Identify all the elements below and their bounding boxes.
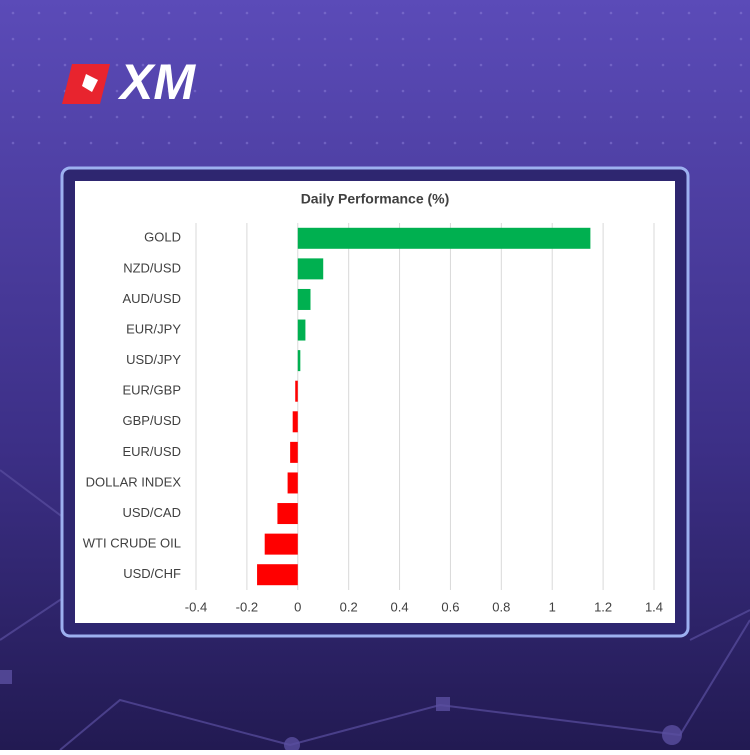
y-tick-label: EUR/JPY xyxy=(126,321,181,336)
y-tick-label: GBP/USD xyxy=(122,413,181,428)
logo-text: XM xyxy=(117,54,196,110)
y-tick-label: GOLD xyxy=(144,230,181,245)
y-tick-label: EUR/USD xyxy=(122,444,181,459)
bar xyxy=(295,380,298,402)
x-tick-label: 0.2 xyxy=(340,599,358,614)
bar xyxy=(290,441,298,463)
dot-pattern xyxy=(0,0,750,160)
x-tick-label: 1.4 xyxy=(645,599,663,614)
x-tick-label: 0 xyxy=(294,599,301,614)
bar xyxy=(287,472,298,494)
bar xyxy=(297,227,591,249)
bar xyxy=(264,533,298,555)
bar xyxy=(257,564,298,586)
y-tick-label: DOLLAR INDEX xyxy=(86,474,182,489)
bar xyxy=(277,503,298,525)
plot-background xyxy=(75,181,675,623)
x-tick-label: 0.6 xyxy=(441,599,459,614)
bar xyxy=(297,258,324,280)
y-tick-label: USD/CAD xyxy=(122,505,181,520)
x-tick-label: 0.8 xyxy=(492,599,510,614)
logo-mark-detail xyxy=(82,74,98,92)
y-tick-label: AUD/USD xyxy=(122,291,181,306)
chart-title: Daily Performance (%) xyxy=(301,191,450,207)
x-tick-label: 1.2 xyxy=(594,599,612,614)
y-tick-label: EUR/GBP xyxy=(122,383,181,398)
x-tick-label: -0.2 xyxy=(236,599,258,614)
x-tick-label: 1 xyxy=(549,599,556,614)
bar xyxy=(297,350,301,372)
y-tick-label: NZD/USD xyxy=(123,260,181,275)
bar xyxy=(292,411,298,433)
bar xyxy=(297,319,306,341)
x-tick-label: -0.4 xyxy=(185,599,207,614)
y-tick-label: USD/JPY xyxy=(126,352,181,367)
y-tick-label: USD/CHF xyxy=(123,566,181,581)
decor-nodes xyxy=(0,670,682,753)
bar xyxy=(297,288,311,310)
y-tick-label: WTI CRUDE OIL xyxy=(83,536,181,551)
x-tick-label: 0.4 xyxy=(391,599,409,614)
